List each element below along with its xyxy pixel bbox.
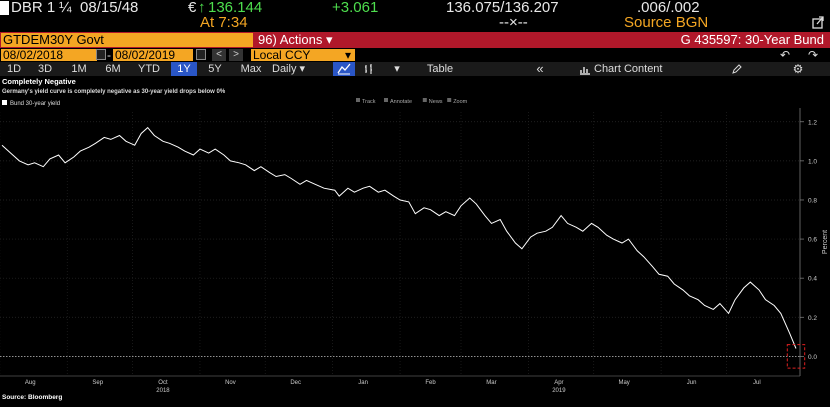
last-price: 136.144: [208, 0, 263, 16]
security-name: G 435597: 30-Year Bund: [680, 32, 824, 47]
yield-chart: Completely Negative Germany's yield curv…: [0, 77, 829, 401]
currency-select[interactable]: Local CCY ▾: [251, 49, 355, 61]
range-tab-3d[interactable]: 3D: [37, 63, 53, 75]
x-tick-label: Mar: [486, 380, 496, 386]
next-period-button[interactable]: >: [229, 49, 243, 61]
end-date-input[interactable]: 08/02/2019: [113, 49, 193, 61]
y-axis: 0.0 0.2 0.4 0.6 0.8 1.0 1.2: [799, 108, 817, 376]
export-icon[interactable]: [812, 16, 824, 33]
tool-zoom-icon[interactable]: [447, 98, 452, 102]
x-tick-label: Sep: [92, 380, 103, 386]
x-tick-label: Jul: [753, 380, 761, 386]
range-tab-1m[interactable]: 1M: [71, 63, 87, 75]
frequency-select[interactable]: Daily ▾: [272, 63, 306, 75]
security-input[interactable]: GTDEM30Y Govt: [1, 33, 253, 47]
currency-symbol: €: [188, 0, 197, 16]
quote-coupon: ¼: [59, 0, 72, 16]
date-bar: [0, 48, 830, 61]
y-tick-label: 1.0: [808, 158, 817, 165]
quote-dashes: --×--: [499, 14, 528, 31]
x-tick-label: Apr: [554, 380, 563, 386]
range-tab-5y[interactable]: 5Y: [208, 63, 222, 75]
range-tab-6m[interactable]: 6M: [105, 63, 121, 75]
chart-title: Completely Negative: [2, 77, 76, 86]
gear-icon[interactable]: ⚙: [792, 62, 804, 76]
line-chart-icon[interactable]: [333, 62, 355, 76]
range-tab-1d[interactable]: 1D: [6, 63, 22, 75]
legend-swatch: [2, 100, 7, 105]
up-arrow-icon: ↑: [198, 0, 206, 16]
tool-news-icon[interactable]: [422, 98, 427, 102]
quote-source: Source BGN: [624, 14, 709, 31]
x-tick-label: Oct: [158, 380, 168, 386]
currency-label: Local CCY: [253, 48, 311, 62]
y-tick-label: 0.8: [808, 197, 817, 204]
y-tick-label: 0.6: [808, 237, 817, 244]
series-line-bund-30y: [1, 126, 797, 349]
legend-label: Bund 30-year yield: [10, 101, 60, 107]
tool-track-icon[interactable]: [356, 98, 360, 102]
start-date-input[interactable]: 08/02/2018: [1, 49, 97, 61]
x-year-label: 2019: [552, 388, 566, 394]
undo-icon[interactable]: ↶: [779, 48, 791, 62]
grid-lines: [0, 112, 800, 376]
y-axis-label: Percent: [822, 230, 829, 254]
date-separator: -: [107, 48, 111, 62]
chart-content-icon[interactable]: [578, 62, 592, 76]
tool-track[interactable]: Track: [362, 99, 376, 105]
x-tick-label: Jan: [358, 380, 368, 386]
quote-header: DBR 1 ¼ 08/15/48 € ↑ 136.144 +3.061 136.…: [0, 0, 830, 32]
tool-annotate-icon[interactable]: [384, 98, 388, 102]
chart-area: Completely Negative Germany's yield curv…: [0, 76, 830, 402]
range-tab-1y[interactable]: 1Y: [171, 62, 197, 76]
x-tick-label: Nov: [225, 380, 236, 386]
chevron-down-icon: ▾: [344, 48, 351, 62]
x-tick-label: Aug: [25, 380, 36, 386]
bar-chart-icon[interactable]: [358, 62, 380, 76]
end-calendar-icon[interactable]: [196, 49, 206, 60]
actions-menu[interactable]: 96) Actions ▾: [258, 32, 332, 48]
security-color-block: [0, 1, 9, 15]
x-tick-label: Jun: [687, 380, 697, 386]
quote-ticker: DBR 1: [11, 0, 56, 16]
chart-content-button[interactable]: Chart Content: [594, 63, 663, 75]
table-button[interactable]: Table: [426, 63, 454, 75]
range-toolbar: [0, 62, 830, 76]
bid-ask-spread: .006/.002: [637, 0, 700, 16]
redo-icon[interactable]: ↷: [807, 48, 819, 62]
x-axis: Aug Sep Oct Nov Dec Jan Feb Mar Apr May Jun Jul 2018…: [0, 375, 800, 394]
y-tick-label: 1.2: [808, 119, 817, 126]
previous-period-button[interactable]: <: [212, 49, 226, 61]
tool-news[interactable]: News: [429, 99, 443, 105]
actions-number: 96): [258, 32, 277, 47]
chart-source: Source: Bloomberg: [2, 394, 62, 401]
x-year-label: 2018: [156, 388, 170, 394]
range-tab-ytd[interactable]: YTD: [138, 63, 160, 75]
price-change: +3.061: [332, 0, 379, 16]
y-tick-label: 0.0: [808, 354, 817, 361]
y-tick-label: 0.2: [808, 315, 817, 322]
chart-subtitle: Germany's yield curve is completely nega…: [2, 89, 226, 95]
y-tick-label: 0.4: [808, 276, 817, 283]
x-tick-label: Feb: [425, 380, 436, 386]
actions-label: Actions ▾: [279, 32, 333, 47]
quote-time: At 7:34: [200, 14, 248, 31]
edit-icon[interactable]: [730, 62, 744, 76]
collapse-icon[interactable]: «: [536, 61, 544, 76]
range-tab-max[interactable]: Max: [240, 63, 262, 75]
quote-maturity: 08/15/48: [80, 0, 139, 16]
start-calendar-icon[interactable]: [96, 49, 106, 60]
bid-ask: 136.075/136.207: [446, 0, 559, 16]
x-tick-label: Dec: [290, 380, 301, 386]
x-tick-label: May: [618, 380, 629, 386]
chart-tools: Track Annotate News Zoom: [356, 98, 468, 105]
tool-annotate[interactable]: Annotate: [390, 99, 412, 105]
tool-zoom[interactable]: Zoom: [453, 99, 467, 105]
chart-type-caret[interactable]: ▾: [394, 63, 400, 75]
